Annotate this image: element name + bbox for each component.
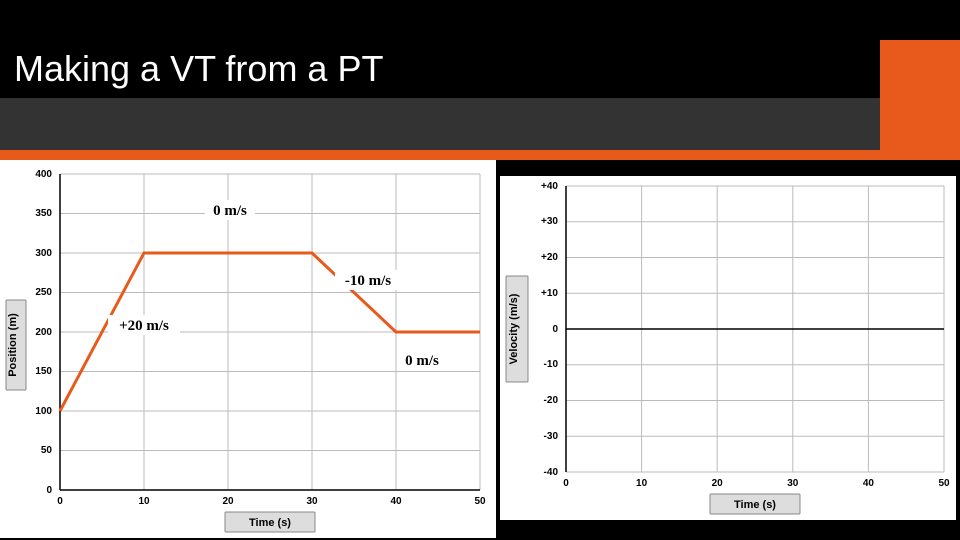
ytick: 50 [41, 445, 53, 456]
position-time-chart: 0 50 100 150 200 250 300 350 400 0 10 20… [0, 160, 496, 538]
y-axis-label: Velocity (m/s) [508, 293, 520, 364]
ytick: +20 [541, 252, 558, 263]
charts-area: 0 50 100 150 200 250 300 350 400 0 10 20… [0, 160, 960, 540]
segment-callout: 0 m/s [213, 203, 247, 219]
slide-title: Making a VT from a PT [14, 48, 383, 90]
xtick: 30 [787, 478, 799, 489]
xtick: 0 [57, 496, 63, 507]
xtick: 0 [563, 478, 569, 489]
title-bar: Making a VT from a PT [0, 0, 960, 155]
segment-callout: -10 m/s [345, 273, 391, 289]
ytick: -20 [544, 395, 559, 406]
xtick: 30 [306, 496, 318, 507]
ytick: 0 [552, 324, 558, 335]
xtick: 20 [222, 496, 234, 507]
ytick: 350 [35, 208, 52, 219]
ytick: 300 [35, 248, 52, 259]
x-axis-label: Time (s) [734, 499, 776, 511]
x-axis-label: Time (s) [249, 517, 291, 529]
accent-block [880, 40, 960, 150]
xtick: 50 [938, 478, 950, 489]
ytick: 250 [35, 287, 52, 298]
xtick: 40 [390, 496, 402, 507]
velocity-time-chart: -40 -30 -20 -10 0 +10 +20 +30 +40 0 10 2… [500, 176, 956, 520]
xtick: 40 [863, 478, 875, 489]
ytick: 150 [35, 366, 52, 377]
xtick: 10 [636, 478, 648, 489]
ytick: -10 [544, 359, 559, 370]
xtick: 20 [712, 478, 724, 489]
title-underline-band [0, 98, 880, 150]
ytick: 0 [46, 485, 52, 496]
ytick: +30 [541, 216, 558, 227]
segment-callout: 0 m/s [405, 353, 439, 369]
ytick: 400 [35, 169, 52, 180]
xtick: 50 [474, 496, 486, 507]
ytick: 100 [35, 406, 52, 417]
segment-callout: +20 m/s [119, 318, 169, 334]
accent-underline [0, 150, 960, 160]
ytick: 200 [35, 327, 52, 338]
xtick: 10 [138, 496, 150, 507]
ytick: -40 [544, 467, 559, 478]
ytick: +10 [541, 288, 558, 299]
ytick: -30 [544, 431, 559, 442]
y-axis-label: Position (m) [7, 313, 19, 377]
ytick: +40 [541, 181, 558, 192]
